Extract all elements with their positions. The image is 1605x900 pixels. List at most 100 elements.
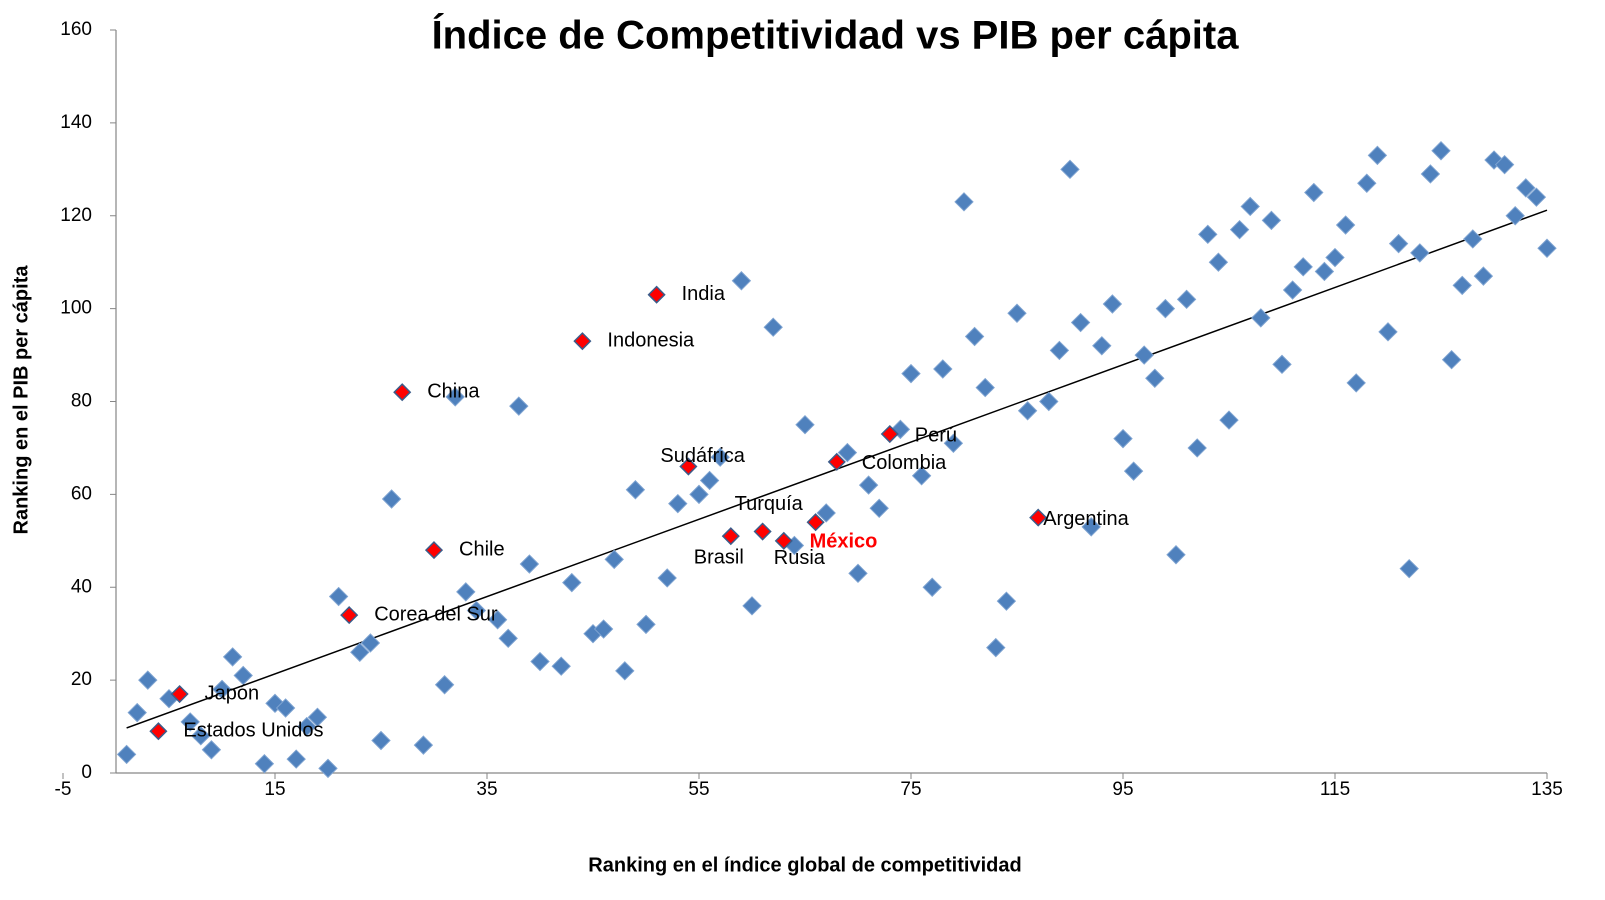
point <box>911 466 932 486</box>
point <box>487 610 508 630</box>
point <box>795 415 815 435</box>
point <box>138 670 158 690</box>
point <box>731 271 752 291</box>
point <box>212 679 232 700</box>
point <box>1452 275 1472 296</box>
point <box>1378 322 1398 342</box>
point <box>498 628 518 649</box>
point <box>1229 219 1250 240</box>
point <box>710 447 730 467</box>
highlighted-point <box>1029 508 1048 527</box>
point <box>763 317 783 337</box>
point-label: Sudáfrica <box>660 445 745 467</box>
x-tick-label: 115 <box>1320 779 1350 800</box>
point <box>604 549 624 570</box>
point <box>1113 428 1133 449</box>
x-tick-label: 75 <box>900 779 921 800</box>
y-tick-label: 160 <box>60 19 92 40</box>
highlighted-point <box>721 527 740 546</box>
point <box>1198 224 1218 245</box>
highlighted-point <box>573 332 592 351</box>
point <box>1399 558 1419 579</box>
point <box>254 754 275 774</box>
point-label: México <box>810 531 878 553</box>
point-label: Indonesia <box>607 329 695 351</box>
point <box>1155 298 1176 319</box>
x-tick-label: -5 <box>55 779 72 800</box>
point <box>1325 247 1345 268</box>
point <box>1346 373 1366 393</box>
point <box>201 740 222 760</box>
point <box>1251 308 1271 328</box>
point <box>1304 182 1324 203</box>
point <box>519 554 540 574</box>
point <box>1060 159 1080 180</box>
point <box>1007 303 1027 323</box>
point <box>1208 252 1229 272</box>
point <box>996 591 1017 611</box>
point <box>922 577 942 597</box>
point-label: Colombia <box>862 452 947 474</box>
point <box>1314 261 1335 282</box>
point <box>275 698 296 718</box>
point <box>1070 312 1091 333</box>
highlighted-point <box>827 452 846 471</box>
x-tick-label: 15 <box>264 779 285 800</box>
point <box>116 744 137 765</box>
point <box>551 656 571 676</box>
point <box>964 326 985 347</box>
highlighted-point <box>340 606 359 625</box>
point-label: Corea del Sur <box>374 603 498 625</box>
y-tick-label: 40 <box>71 576 92 597</box>
point <box>1516 178 1536 198</box>
point <box>1388 233 1409 254</box>
highlighted-point <box>880 424 899 444</box>
point <box>1081 517 1101 537</box>
x-axis-title: Ranking en el índice global de competiti… <box>588 854 1021 876</box>
point-label: Japón <box>205 682 260 704</box>
point <box>657 568 677 588</box>
point <box>509 396 529 416</box>
point <box>1410 243 1430 263</box>
point <box>869 498 889 519</box>
point <box>180 712 200 732</box>
y-axis-title: Ranking en el PIB per cápita <box>10 265 32 535</box>
point-label: Turquía <box>735 493 804 515</box>
point <box>1367 145 1388 166</box>
highlighted-point <box>424 541 444 560</box>
point <box>456 582 476 602</box>
y-tick-label: 80 <box>71 391 92 412</box>
point <box>360 633 381 653</box>
point <box>222 647 243 667</box>
point <box>1431 141 1451 161</box>
x-tick-label: 55 <box>688 779 709 800</box>
y-tick-label: 100 <box>60 298 92 319</box>
highlighted-point <box>170 684 189 704</box>
point <box>328 586 349 607</box>
point-label: China <box>427 380 480 402</box>
point <box>975 377 995 398</box>
point <box>1123 461 1144 481</box>
point <box>1134 345 1154 365</box>
point <box>954 192 974 212</box>
point <box>1463 229 1483 249</box>
point <box>1537 238 1557 258</box>
y-tick-label: 20 <box>71 669 92 690</box>
point <box>1039 391 1059 412</box>
point <box>593 619 614 639</box>
point <box>1293 257 1313 277</box>
point <box>1494 154 1515 175</box>
point-label: Argentina <box>1043 508 1129 530</box>
point <box>1282 280 1303 300</box>
point <box>615 661 635 681</box>
point <box>742 596 762 616</box>
point <box>1261 210 1282 231</box>
point <box>1145 368 1165 388</box>
point-label: Chile <box>459 538 505 560</box>
point <box>668 493 688 514</box>
y-tick-label: 140 <box>60 112 92 133</box>
x-tick-label: 95 <box>1112 779 1133 800</box>
point <box>297 716 317 737</box>
point <box>413 735 434 755</box>
